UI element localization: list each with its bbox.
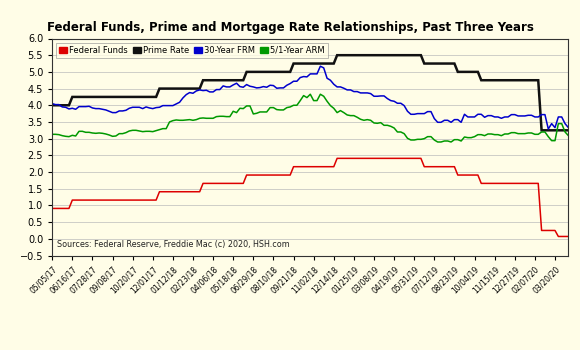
Legend: Federal Funds, Prime Rate, 30-Year FRM, 5/1-Year ARM: Federal Funds, Prime Rate, 30-Year FRM, … (56, 43, 328, 57)
Text: Sources: Federal Reserve, Freddie Mac (c) 2020, HSH.com: Sources: Federal Reserve, Freddie Mac (c… (57, 240, 290, 249)
Text: Federal Funds, Prime and Mortgage Rate Relationships, Past Three Years: Federal Funds, Prime and Mortgage Rate R… (46, 21, 534, 34)
